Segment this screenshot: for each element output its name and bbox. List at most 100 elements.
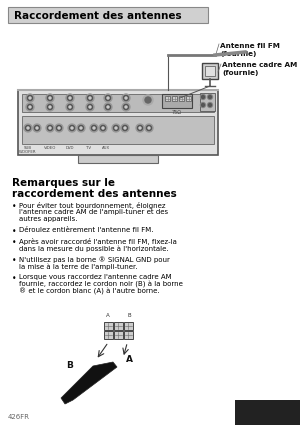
Circle shape: [80, 127, 82, 129]
Circle shape: [26, 103, 34, 111]
Text: autres appareils.: autres appareils.: [19, 216, 77, 222]
Circle shape: [121, 124, 129, 132]
Circle shape: [34, 125, 40, 130]
Circle shape: [202, 104, 205, 107]
Circle shape: [125, 97, 127, 99]
Circle shape: [106, 96, 110, 100]
Bar: [18, 90, 218, 155]
Circle shape: [24, 124, 32, 132]
Circle shape: [69, 106, 71, 108]
Circle shape: [146, 125, 152, 130]
Text: A: A: [126, 355, 133, 365]
Circle shape: [29, 97, 31, 99]
Circle shape: [102, 127, 104, 129]
Circle shape: [36, 127, 38, 129]
Text: dans la mesure du possible à l'horizontale.: dans la mesure du possible à l'horizonta…: [19, 245, 169, 252]
Circle shape: [69, 97, 71, 99]
Circle shape: [125, 106, 127, 108]
Text: Après avoir raccordé l'antenne fil FM, fixez-la: Après avoir raccordé l'antenne fil FM, f…: [19, 238, 177, 245]
Bar: [124, 331, 133, 339]
Circle shape: [122, 94, 130, 102]
Circle shape: [148, 127, 150, 129]
Circle shape: [46, 124, 54, 132]
Bar: [78, 155, 158, 163]
Text: ® et le cordon blanc (A) à l'autre borne.: ® et le cordon blanc (A) à l'autre borne…: [19, 288, 160, 295]
Circle shape: [100, 125, 106, 130]
Circle shape: [124, 96, 128, 100]
Bar: [165, 96, 170, 101]
Circle shape: [124, 105, 128, 110]
Circle shape: [208, 96, 211, 99]
Circle shape: [66, 94, 74, 102]
Circle shape: [145, 124, 153, 132]
Bar: [202, 63, 218, 79]
Circle shape: [208, 102, 212, 108]
Circle shape: [28, 105, 32, 110]
Circle shape: [88, 96, 92, 100]
Text: •: •: [12, 202, 16, 211]
Circle shape: [112, 124, 120, 132]
Bar: [200, 93, 215, 111]
Circle shape: [122, 103, 130, 111]
Circle shape: [200, 94, 206, 99]
Bar: [179, 96, 184, 101]
Text: 75Ω: 75Ω: [172, 110, 182, 115]
Bar: [8, 7, 208, 23]
Circle shape: [79, 125, 83, 130]
Circle shape: [68, 105, 73, 110]
Circle shape: [208, 94, 212, 99]
Circle shape: [86, 103, 94, 111]
Circle shape: [89, 106, 91, 108]
Circle shape: [56, 125, 61, 130]
Text: TV: TV: [85, 146, 91, 150]
Text: B: B: [66, 362, 73, 371]
Circle shape: [46, 94, 54, 102]
Circle shape: [49, 127, 51, 129]
Bar: [113, 322, 122, 330]
Circle shape: [113, 125, 119, 130]
Circle shape: [137, 125, 142, 130]
Circle shape: [49, 106, 51, 108]
Circle shape: [77, 124, 85, 132]
Text: l'antenne cadre AM de l'ampli-tuner et des: l'antenne cadre AM de l'ampli-tuner et d…: [19, 209, 168, 215]
Circle shape: [136, 124, 144, 132]
Circle shape: [46, 103, 54, 111]
Circle shape: [47, 96, 52, 100]
Bar: [172, 96, 177, 101]
Bar: [103, 322, 112, 330]
Circle shape: [55, 124, 63, 132]
Circle shape: [26, 94, 34, 102]
Circle shape: [89, 97, 91, 99]
Text: Antenne cadre AM
(fournie): Antenne cadre AM (fournie): [222, 62, 297, 76]
Bar: [186, 96, 191, 101]
Bar: [235, 400, 300, 425]
Circle shape: [202, 96, 205, 99]
Circle shape: [115, 127, 117, 129]
Text: •: •: [12, 227, 16, 236]
Bar: [103, 331, 112, 339]
Bar: [22, 116, 214, 144]
Circle shape: [68, 96, 73, 100]
Polygon shape: [61, 362, 117, 404]
Text: A: A: [106, 313, 109, 318]
Bar: [113, 331, 122, 339]
Circle shape: [145, 97, 151, 103]
Text: •: •: [12, 274, 16, 283]
Circle shape: [124, 127, 126, 129]
Text: SUB
WOOFER: SUB WOOFER: [19, 146, 37, 154]
Circle shape: [29, 106, 31, 108]
Text: VIDEO: VIDEO: [44, 146, 56, 150]
Circle shape: [58, 127, 60, 129]
Bar: [162, 94, 192, 108]
Text: Raccordement des antennes: Raccordement des antennes: [14, 11, 181, 21]
Circle shape: [104, 94, 112, 102]
Text: Déroulez entièrement l'antenne fil FM.: Déroulez entièrement l'antenne fil FM.: [19, 227, 154, 233]
Circle shape: [68, 124, 76, 132]
Text: Lorsque vous raccordez l'antenne cadre AM: Lorsque vous raccordez l'antenne cadre A…: [19, 274, 172, 280]
Circle shape: [107, 97, 109, 99]
Text: 426FR: 426FR: [8, 414, 30, 420]
Text: N'utilisez pas la borne ® SIGNAL GND pour: N'utilisez pas la borne ® SIGNAL GND pou…: [19, 256, 170, 263]
Circle shape: [86, 94, 94, 102]
Circle shape: [49, 97, 51, 99]
Text: la mise à la terre de l'ampli-tuner.: la mise à la terre de l'ampli-tuner.: [19, 263, 137, 269]
